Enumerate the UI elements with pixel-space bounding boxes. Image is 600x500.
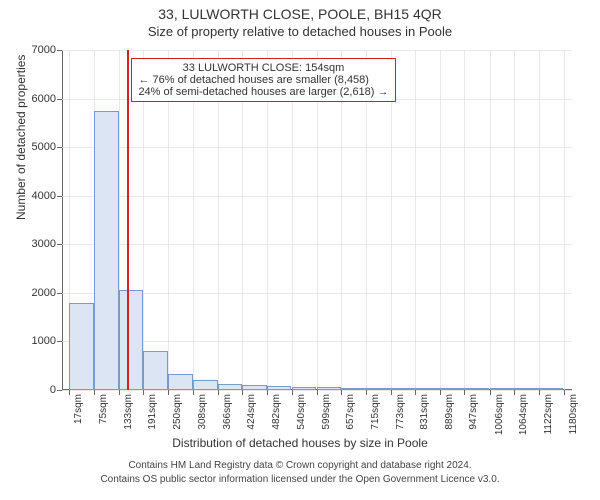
- x-tick-mark: [564, 390, 565, 395]
- x-tick-mark: [490, 390, 491, 395]
- x-tick-label: 540sqm: [296, 394, 307, 430]
- footer-copyright-2: Contains OS public sector information li…: [0, 474, 600, 485]
- x-tick-label: 1180sqm: [568, 394, 579, 434]
- x-tick-mark: [242, 390, 243, 395]
- x-tick-label: 599sqm: [321, 394, 332, 430]
- y-tick-label: 0: [50, 384, 56, 396]
- footer-copyright-1: Contains HM Land Registry data © Crown c…: [0, 460, 600, 471]
- x-tick-mark: [341, 390, 342, 395]
- annotation-line: 33 LULWORTH CLOSE: 154sqm: [138, 62, 388, 74]
- y-tick-label: 2000: [32, 287, 56, 299]
- x-tick-label: 1122sqm: [543, 394, 554, 434]
- histogram-bar: [292, 387, 317, 390]
- annotation-box: 33 LULWORTH CLOSE: 154sqm← 76% of detach…: [131, 58, 395, 102]
- vgrid-line: [564, 50, 565, 390]
- x-tick-label: 1064sqm: [518, 394, 529, 435]
- x-tick-mark: [539, 390, 540, 395]
- histogram-bar: [317, 387, 342, 390]
- histogram-bar: [143, 351, 168, 390]
- x-tick-label: 424sqm: [246, 394, 257, 430]
- x-tick-mark: [292, 390, 293, 395]
- chart-subtitle: Size of property relative to detached ho…: [0, 22, 600, 39]
- plot-area: 33 LULWORTH CLOSE: 154sqm← 76% of detach…: [62, 50, 572, 390]
- annotation-line: ← 76% of detached houses are smaller (8,…: [138, 74, 388, 86]
- y-tick-mark: [57, 99, 62, 100]
- x-tick-label: 75sqm: [98, 394, 109, 424]
- y-tick-mark: [57, 341, 62, 342]
- histogram-bar: [514, 388, 539, 390]
- histogram-bar: [464, 388, 489, 390]
- x-tick-mark: [193, 390, 194, 395]
- x-tick-label: 657sqm: [345, 394, 356, 430]
- x-tick-mark: [464, 390, 465, 395]
- y-tick-mark: [57, 196, 62, 197]
- y-tick-label: 1000: [32, 335, 56, 347]
- histogram-bar: [94, 111, 119, 390]
- vgrid-line: [415, 50, 416, 390]
- x-tick-mark: [440, 390, 441, 395]
- x-tick-label: 831sqm: [419, 394, 430, 430]
- histogram-bar: [490, 388, 515, 390]
- x-tick-mark: [366, 390, 367, 395]
- histogram-bar: [69, 303, 94, 390]
- chart-title: 33, LULWORTH CLOSE, POOLE, BH15 4QR: [0, 0, 600, 22]
- histogram-bar: [366, 388, 391, 390]
- x-tick-label: 715sqm: [370, 394, 381, 430]
- x-axis-title: Distribution of detached houses by size …: [0, 436, 600, 450]
- y-tick-label: 4000: [32, 190, 56, 202]
- y-tick-label: 5000: [32, 141, 56, 153]
- x-tick-label: 773sqm: [395, 394, 406, 430]
- histogram-bar: [193, 380, 218, 390]
- histogram-bar: [391, 388, 416, 390]
- y-tick-mark: [57, 293, 62, 294]
- x-tick-label: 191sqm: [147, 394, 158, 430]
- x-tick-label: 308sqm: [197, 394, 208, 430]
- x-tick-mark: [168, 390, 169, 395]
- histogram-bar: [218, 384, 243, 390]
- y-tick-mark: [57, 244, 62, 245]
- histogram-bar: [119, 290, 144, 390]
- x-tick-label: 366sqm: [222, 394, 233, 430]
- x-tick-mark: [514, 390, 515, 395]
- x-tick-label: 1006sqm: [494, 394, 505, 435]
- histogram-bar: [267, 386, 292, 390]
- x-tick-mark: [94, 390, 95, 395]
- x-tick-label: 482sqm: [271, 394, 282, 430]
- x-tick-label: 133sqm: [123, 394, 134, 430]
- x-tick-mark: [391, 390, 392, 395]
- y-tick-label: 6000: [32, 93, 56, 105]
- x-tick-mark: [267, 390, 268, 395]
- histogram-bar: [415, 388, 440, 390]
- vgrid-line: [539, 50, 540, 390]
- x-tick-label: 17sqm: [73, 394, 84, 424]
- x-tick-mark: [317, 390, 318, 395]
- vgrid-line: [490, 50, 491, 390]
- vgrid-line: [440, 50, 441, 390]
- x-tick-mark: [218, 390, 219, 395]
- x-tick-mark: [143, 390, 144, 395]
- x-tick-mark: [69, 390, 70, 395]
- x-tick-mark: [415, 390, 416, 395]
- y-tick-mark: [57, 50, 62, 51]
- histogram-bar: [242, 385, 267, 390]
- y-tick-mark: [57, 147, 62, 148]
- x-tick-label: 250sqm: [172, 394, 183, 430]
- vgrid-line: [514, 50, 515, 390]
- y-axis-title: Number of detached properties: [14, 55, 28, 220]
- y-tick-label: 7000: [32, 44, 56, 56]
- y-tick-mark: [57, 390, 62, 391]
- y-tick-label: 3000: [32, 238, 56, 250]
- vgrid-line: [464, 50, 465, 390]
- histogram-bar: [539, 388, 564, 390]
- x-tick-label: 889sqm: [444, 394, 455, 430]
- histogram-bar: [341, 388, 366, 390]
- marker-line: [127, 50, 129, 390]
- annotation-line: 24% of semi-detached houses are larger (…: [138, 86, 388, 98]
- histogram-bar: [168, 374, 193, 390]
- histogram-bar: [440, 388, 465, 390]
- x-tick-label: 947sqm: [468, 394, 479, 430]
- x-tick-mark: [119, 390, 120, 395]
